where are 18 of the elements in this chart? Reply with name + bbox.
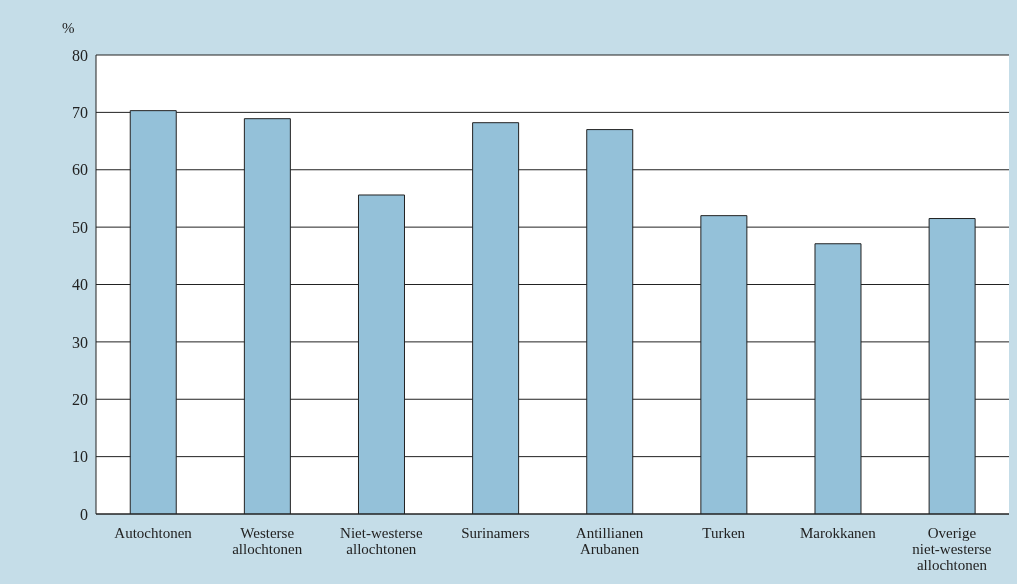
y-tick-label: 0 [80, 505, 88, 523]
x-tick-label: Surinamers [461, 525, 530, 541]
y-tick-label: 10 [72, 448, 88, 466]
x-tick-label: Marokkanen [799, 525, 877, 541]
y-tick-label: 80 [72, 46, 88, 64]
x-tick-label: Antillianen Arubanen [575, 525, 644, 557]
y-tick-label: 20 [72, 390, 88, 408]
x-tick-label: Turken [702, 525, 746, 541]
y-tick-label: 40 [72, 276, 88, 294]
y-tick-label: 70 [72, 104, 88, 122]
y-tick-label: 50 [72, 218, 88, 236]
y-tick-label: 60 [72, 161, 88, 179]
x-tick-label: Westerse allochtonen [232, 525, 303, 557]
y-axis-title: % [62, 20, 75, 37]
y-tick-label: 30 [72, 333, 88, 351]
x-tick-label: Autochtonen [114, 525, 193, 541]
x-tick-label: Niet-westerse allochtonen [340, 525, 423, 557]
x-tick-label: Overige niet-westerse allochtonen [912, 525, 992, 573]
